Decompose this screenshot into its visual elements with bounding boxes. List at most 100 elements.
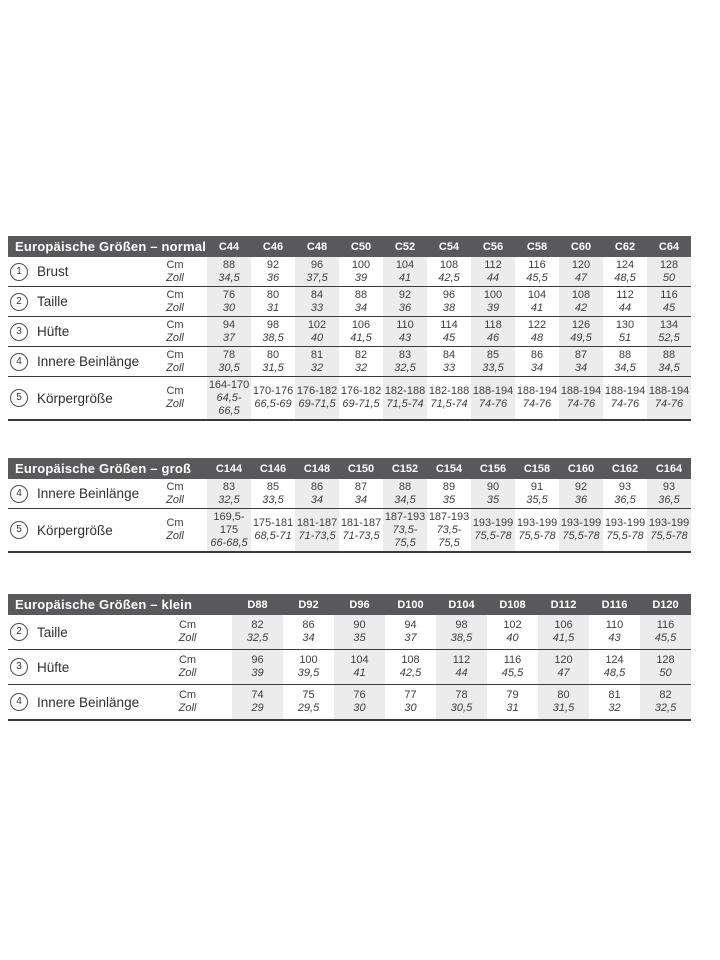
value-cell: 108 42 [559, 287, 603, 316]
zoll-value: 34,5 [394, 493, 416, 506]
cm-value: 86 [302, 619, 315, 631]
cm-value: 134 [659, 318, 679, 331]
value-cell: 118 46 [471, 317, 515, 346]
cm-value: 130 [615, 318, 635, 331]
value-cell: 92 36 [559, 479, 603, 508]
measure-label: Hüfte [37, 659, 70, 675]
value-cell: 93 36,5 [603, 479, 647, 508]
zoll-value: 38,5 [262, 331, 284, 344]
zoll-value: 31,5 [552, 702, 575, 714]
cm-value: 193-199 [560, 517, 602, 529]
cm-value: 112 [484, 258, 502, 271]
size-column-header: C144 [215, 462, 243, 475]
cm-value: 193-199 [472, 517, 514, 529]
value-cell: 90 35 [334, 615, 385, 649]
zoll-value: 74-76 [566, 398, 596, 410]
row-number-badge: 5 [10, 389, 28, 407]
value-cell: 112 44 [471, 257, 515, 286]
cm-value: 116 [660, 288, 678, 301]
zoll-value: 41,5 [350, 331, 372, 344]
cm-value: 104 [527, 288, 547, 301]
value-cell: 114 45 [427, 317, 471, 346]
zoll-value: 71,5-74 [386, 398, 424, 410]
unit-zoll-label: Zoll [166, 301, 184, 314]
cm-value: 112 [616, 288, 634, 301]
zoll-value: 48,5 [614, 271, 636, 284]
zoll-value: 41 [530, 301, 544, 314]
zoll-value: 36 [398, 301, 412, 314]
cm-value: 100 [483, 288, 503, 301]
zoll-value: 34 [354, 493, 368, 506]
value-cell: 110 43 [589, 615, 640, 649]
cm-value: 86 [310, 480, 324, 493]
units-cell: Cm Zoll [143, 377, 207, 419]
cm-value: 88 [662, 348, 676, 361]
cm-value: 188-194 [472, 385, 514, 397]
value-cell: 85 33,5 [251, 479, 295, 508]
zoll-value: 66-68,5 [210, 536, 248, 549]
value-cell: 106 41,5 [538, 615, 589, 649]
value-cell: 104 41 [515, 287, 559, 316]
zoll-value: 31,5 [262, 361, 284, 374]
value-cell: 104 41 [383, 257, 427, 286]
cm-value: 80 [266, 288, 280, 301]
table-row: 5 Körpergröße Cm Zoll 164-170 64,5-66,5 170-17… [8, 376, 691, 419]
zoll-value: 47 [574, 271, 588, 284]
zoll-value: 73,5-75,5 [436, 523, 462, 549]
table-row: 4 Innere Beinlänge Cm Zoll 78 30,5 80 31,5 81 32 8… [8, 346, 691, 376]
value-cell: 175-181 68,5-71 [251, 509, 295, 551]
value-cell: 112 44 [436, 650, 487, 684]
zoll-value: 32 [608, 702, 621, 714]
zoll-value: 32,5 [394, 361, 416, 374]
size-column-header: C160 [567, 462, 595, 475]
value-cell: 77 30 [385, 685, 436, 719]
zoll-value: 66,5-69 [254, 398, 292, 410]
value-cell: 120 47 [538, 650, 589, 684]
size-column-header: C156 [479, 462, 507, 475]
unit-cm-label: Cm [166, 517, 184, 529]
zoll-value: 34 [310, 493, 324, 506]
zoll-value: 32,5 [218, 493, 240, 506]
cm-value: 89 [442, 480, 456, 493]
value-cell: 187-193 73,5-75,5 [383, 509, 427, 551]
cm-value: 76 [222, 288, 236, 301]
size-column-header: C150 [347, 462, 375, 475]
measure-label-cell: 5 Körpergröße [8, 509, 143, 551]
table-title: Europäische Größen – klein [15, 597, 193, 612]
table-row: 1 Brust Cm Zoll 88 34,5 92 36 96 37,5 100 39 104 41 10… [8, 257, 691, 286]
zoll-value: 33 [310, 301, 324, 314]
zoll-value: 41 [353, 667, 366, 679]
value-cell: 92 36 [383, 287, 427, 316]
cm-value: 102 [503, 619, 522, 631]
zoll-value: 75,5-78 [650, 530, 688, 542]
zoll-value: 48 [530, 331, 544, 344]
cm-value: 116 [503, 654, 522, 666]
zoll-value: 34,5 [658, 361, 680, 374]
value-cell: 187-193 73,5-75,5 [427, 509, 471, 551]
zoll-value: 51 [618, 331, 632, 344]
zoll-value: 29,5 [297, 702, 320, 714]
cm-value: 82 [354, 348, 368, 361]
zoll-value: 31 [506, 702, 519, 714]
zoll-value: 33 [442, 361, 456, 374]
cm-value: 176-182 [296, 385, 338, 397]
measure-label-cell: 3 Hüfte [8, 650, 143, 684]
zoll-value: 38,5 [450, 632, 473, 644]
cm-value: 80 [557, 689, 570, 701]
measure-label-cell: 1 Brust [8, 257, 143, 286]
zoll-value: 42,5 [438, 271, 460, 284]
size-column-header: C52 [394, 240, 416, 253]
cm-value: 102 [307, 318, 327, 331]
value-cell: 188-194 74-76 [559, 377, 603, 419]
value-cell: 120 47 [559, 257, 603, 286]
units-cell: Cm Zoll [143, 347, 207, 376]
cm-value: 116 [656, 619, 675, 631]
zoll-value: 36,5 [658, 493, 680, 506]
zoll-value: 35 [442, 493, 456, 506]
zoll-value: 71-73,5 [298, 530, 336, 542]
cm-value: 88 [222, 258, 236, 271]
cm-value: 92 [398, 288, 412, 301]
size-column-header: D88 [247, 598, 268, 611]
cm-value: 74 [251, 689, 264, 701]
measure-label-cell: 5 Körpergröße [8, 377, 143, 419]
